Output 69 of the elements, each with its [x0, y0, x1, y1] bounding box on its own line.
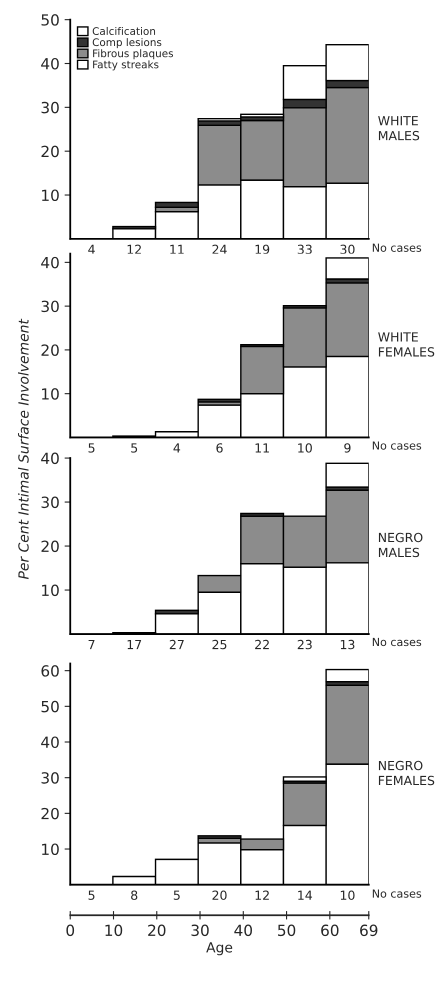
legend-label: Comp lesions: [92, 38, 162, 48]
x2-tick-label: 40: [234, 924, 252, 936]
y-tick-label: 60: [41, 665, 59, 677]
y-tick-label: 50: [42, 700, 59, 712]
y-tick-label: 30: [42, 772, 59, 784]
x-tick-label: 11: [170, 244, 184, 254]
x2-tick-label: 10: [105, 924, 122, 936]
y-tick-label: 10: [42, 388, 59, 400]
y-tick-label: 20: [42, 808, 59, 820]
x-tick-label: 20: [212, 890, 227, 900]
x-tick-label: 10: [340, 890, 355, 900]
y-axis-title: Per Cent Intimal Surface Involvement: [18, 318, 29, 580]
text: WHITE MALES: [378, 116, 420, 140]
x-tick-label: 27: [170, 640, 184, 650]
text: No cases: [372, 638, 422, 646]
x-tick-label: 30: [340, 244, 355, 254]
y-tick-label: 20: [42, 540, 59, 552]
y-tick-label: 40: [41, 452, 59, 464]
legend-label: Calcification: [92, 26, 156, 36]
y-tick-label: 10: [42, 584, 59, 596]
text: No cases: [372, 244, 422, 252]
x-tick-label: 24: [212, 244, 227, 254]
legend-label: Fibrous plaques: [93, 49, 174, 60]
x-tick-label: 10: [298, 443, 312, 453]
text: No cases: [372, 441, 422, 450]
legend-label: Fatty streaks: [93, 60, 158, 70]
x2-tick-label: 50: [278, 924, 296, 936]
x2-tick-label: 20: [148, 924, 166, 936]
x-tick-label: 17: [128, 640, 142, 650]
x-tick-label: 11: [256, 443, 269, 452]
x-tick-label: 5: [88, 443, 94, 453]
y-tick-label: 40: [41, 256, 59, 268]
text: NEGRO MALES: [378, 532, 422, 558]
y-tick-label: 30: [42, 300, 59, 312]
x-tick-label: 22: [255, 640, 269, 650]
y-tick-label: 10: [42, 189, 59, 202]
x-tick-label: 8: [131, 890, 138, 900]
x-tick-label: 4: [173, 443, 180, 452]
y-tick-label: 40: [41, 58, 59, 70]
x2-tick-label: 30: [191, 924, 209, 936]
x2-tick-label: 60: [321, 924, 339, 936]
x-tick-label: 6: [216, 443, 223, 453]
x2-tick-label: 69: [360, 924, 378, 936]
text: No cases: [372, 889, 422, 898]
x-tick-label: 23: [298, 640, 312, 650]
x-tick-label: 25: [212, 640, 226, 650]
x2-tick-label: 0: [66, 924, 74, 936]
x-tick-label: 33: [298, 244, 312, 254]
y-tick-label: 30: [42, 102, 59, 114]
x2-axis-title: Age: [206, 942, 232, 956]
x-tick-label: 5: [174, 890, 180, 900]
x-tick-label: 14: [298, 890, 312, 900]
x-tick-label: 5: [88, 890, 94, 900]
x-tick-label: 13: [340, 640, 354, 650]
y-tick-label: 20: [42, 146, 59, 158]
text: WHITE FEMALES: [378, 332, 434, 357]
y-tick-label: 40: [41, 736, 59, 748]
y-tick-label: 50: [42, 14, 59, 26]
y-tick-label: 20: [42, 344, 59, 356]
x-tick-label: 9: [344, 443, 351, 453]
y-tick-label: 10: [42, 843, 59, 856]
text: NEGRO FEMALES: [378, 760, 434, 786]
x-tick-label: 4: [88, 244, 95, 254]
x-tick-label: 7: [88, 640, 94, 650]
y-tick-label: 30: [42, 496, 59, 508]
x-tick-label: 12: [256, 890, 269, 900]
x-tick-label: 5: [131, 443, 138, 453]
x-tick-label: 12: [128, 244, 141, 254]
x-tick-label: 19: [256, 244, 270, 254]
